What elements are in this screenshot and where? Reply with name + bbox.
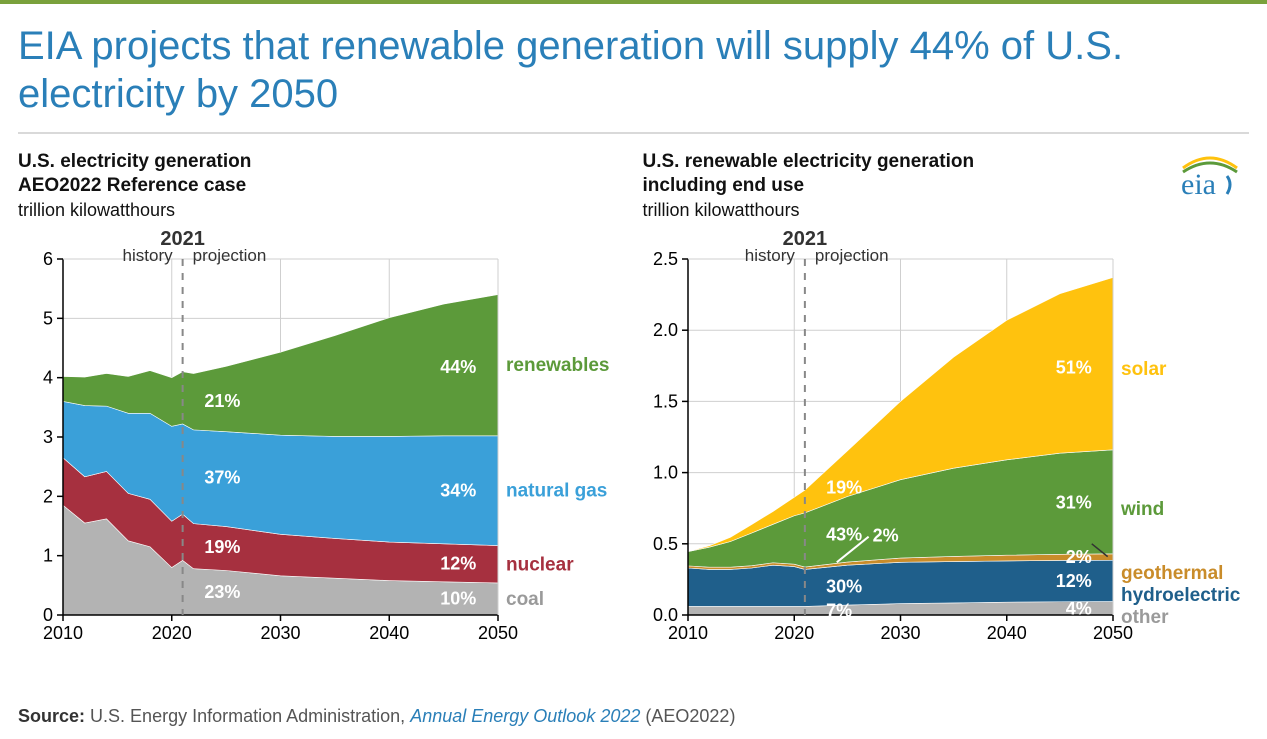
ytick: 4 (43, 367, 53, 387)
chart-a-block: U.S. electricity generation AEO2022 Refe… (18, 150, 625, 645)
chart-a-svg: 0123456201020202030204020502021historypr… (18, 225, 618, 645)
xtick: 2020 (152, 623, 192, 643)
projection-label: projection (193, 246, 267, 265)
xtick: 2040 (986, 623, 1026, 643)
xtick: 2040 (369, 623, 409, 643)
source-text-1: U.S. Energy Information Administration, (90, 706, 405, 726)
pct-end-wind: 31% (1055, 492, 1091, 512)
source-line: Source: U.S. Energy Information Administ… (18, 706, 735, 727)
chart-b-block: U.S. renewable electricity generation in… (643, 150, 1250, 645)
eia-logo: eia (1175, 154, 1245, 198)
pct-end-natural gas: 34% (440, 480, 476, 500)
ytick: 2.5 (652, 249, 677, 269)
ytick: 0 (43, 605, 53, 625)
pct-end-solar: 51% (1055, 357, 1091, 377)
projection-label: projection (814, 246, 888, 265)
ytick: 1.0 (652, 462, 677, 482)
source-text-2: (AEO2022) (645, 706, 735, 726)
pct-start-wind: 43% (826, 524, 862, 544)
series-label-wind: wind (1120, 499, 1164, 520)
series-label-renewables: renewables (506, 355, 610, 376)
pct-end-renewables: 44% (440, 357, 476, 377)
xtick: 2030 (260, 623, 300, 643)
page-headline: EIA projects that renewable generation w… (18, 22, 1249, 118)
pct-end-nuclear: 12% (440, 553, 476, 573)
ytick: 0.0 (652, 605, 677, 625)
series-label-other: other (1121, 607, 1169, 628)
chart-b-subtitle: trillion kilowatthours (643, 200, 1250, 221)
series-label-solar: solar (1121, 359, 1167, 380)
header-divider (18, 132, 1249, 134)
pct-start-nuclear: 19% (204, 536, 240, 556)
history-label: history (123, 246, 174, 265)
chart-a-title-1: U.S. electricity generation (18, 150, 625, 174)
series-label-nuclear: nuclear (506, 554, 574, 575)
source-label: Source: (18, 706, 85, 726)
xtick: 2010 (43, 623, 83, 643)
series-label-hydroelectric: hydroelectric (1121, 585, 1241, 606)
chart-a-title-2: AEO2022 Reference case (18, 174, 625, 198)
pct-start-hydroelectric: 30% (826, 576, 862, 596)
xtick: 2030 (880, 623, 920, 643)
chart-b-title-1: U.S. renewable electricity generation (643, 150, 1250, 174)
ytick: 6 (43, 249, 53, 269)
pct-end-coal: 10% (440, 588, 476, 608)
chart-b-svg: 0.00.51.01.52.02.52010202020302040205020… (643, 225, 1243, 645)
pct-end-geothermal: 2% (1065, 547, 1091, 567)
series-label-natural gas: natural gas (506, 480, 607, 501)
xtick: 2050 (478, 623, 518, 643)
ytick: 1.5 (652, 391, 677, 411)
series-label-coal: coal (506, 588, 544, 609)
pct-start-coal: 23% (204, 582, 240, 602)
pct-end-hydroelectric: 12% (1055, 570, 1091, 590)
pct-start-solar: 19% (826, 477, 862, 497)
ytick: 2.0 (652, 320, 677, 340)
series-label-geothermal: geothermal (1121, 563, 1223, 584)
ytick: 0.5 (652, 533, 677, 553)
pct-end-other: 4% (1065, 598, 1091, 618)
history-label: history (744, 246, 795, 265)
ytick: 1 (43, 545, 53, 565)
ytick: 5 (43, 308, 53, 328)
ytick: 2 (43, 486, 53, 506)
chart-a-subtitle: trillion kilowatthours (18, 200, 625, 221)
pct-start-geothermal: 2% (872, 525, 898, 545)
xtick: 2020 (774, 623, 814, 643)
chart-b-title-2: including end use (643, 174, 1250, 198)
ytick: 3 (43, 427, 53, 447)
pct-start-other: 7% (826, 600, 852, 620)
pct-start-renewables: 21% (204, 390, 240, 410)
svg-text:eia: eia (1181, 168, 1216, 198)
xtick: 2010 (667, 623, 707, 643)
source-italic: Annual Energy Outlook 2022 (410, 706, 640, 726)
pct-start-natural gas: 37% (204, 467, 240, 487)
